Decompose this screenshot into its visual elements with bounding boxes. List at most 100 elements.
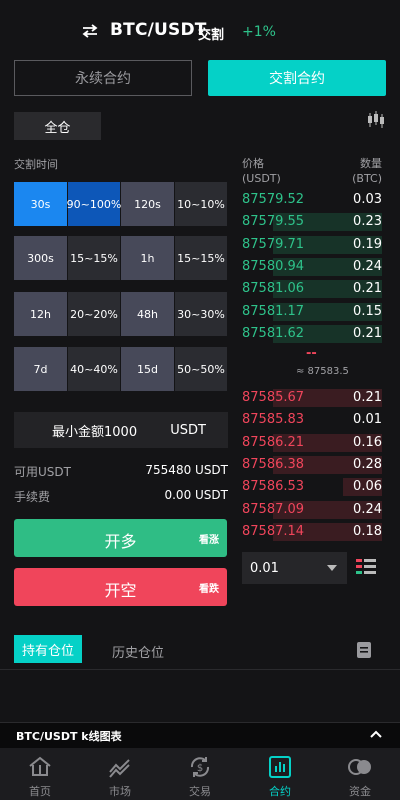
order-price: 87581.17 — [242, 303, 305, 319]
bid-row[interactable]: 87581.06 0.21 — [242, 280, 382, 299]
depth-bar — [272, 455, 382, 474]
bid-row[interactable]: 87581.62 0.21 — [242, 324, 382, 343]
order-price: 87579.52 — [242, 192, 305, 207]
depth-bar — [272, 213, 382, 232]
profit-range-option[interactable]: 15~15% — [68, 236, 120, 280]
kline-chart-label: BTC/USDT k线图表 — [16, 730, 122, 743]
delivery-contract-button[interactable]: 交割合约 — [208, 60, 386, 96]
order-price: 87581.62 — [242, 325, 305, 341]
ask-row[interactable]: 87585.83 0.01 — [242, 411, 382, 429]
chart-line-icon — [109, 759, 130, 778]
price-header: 价格 — [242, 157, 264, 170]
order-price: 87579.71 — [242, 236, 305, 252]
open-long-button[interactable]: 开多 看涨 — [14, 519, 227, 557]
order-qty: 0.21 — [353, 390, 382, 405]
ask-row[interactable]: 87586.21 0.16 — [242, 433, 382, 452]
order-qty: 0.28 — [353, 456, 382, 472]
delivery-time-option[interactable]: 7d — [14, 347, 67, 391]
depth-bar — [272, 389, 382, 407]
order-qty: 0.24 — [353, 501, 382, 517]
bid-row[interactable]: 87580.94 0.24 — [242, 257, 382, 276]
profit-range-option[interactable]: 90~100% — [67, 182, 121, 226]
delivery-time-option[interactable]: 12h — [14, 292, 67, 336]
nav-home-label: 首页 — [29, 785, 51, 798]
order-price: 87585.83 — [242, 412, 305, 428]
delivery-time-option[interactable]: 30s — [14, 182, 67, 226]
delivery-time-option[interactable]: 15d — [121, 347, 174, 391]
depth-bar — [272, 302, 382, 321]
candlestick-icon[interactable] — [366, 110, 386, 130]
nav-assets-label: 资金 — [349, 785, 371, 798]
tab-positions[interactable]: 持有仓位 — [14, 635, 82, 663]
delivery-time-option[interactable]: 120s — [121, 182, 174, 226]
order-qty: 0.15 — [353, 303, 382, 319]
chevron-up-icon[interactable] — [370, 729, 382, 739]
nav-assets[interactable]: 资金 — [320, 748, 400, 800]
orderbook-qty-header: 数量 (BTC) — [352, 156, 382, 186]
qty-header: 数量 — [360, 157, 382, 170]
delivery-time-option[interactable]: 1h — [121, 236, 174, 280]
order-price: 87585.67 — [242, 390, 305, 405]
bid-row[interactable]: 87581.17 0.15 — [242, 302, 382, 321]
long-hint: 看涨 — [199, 535, 219, 546]
swap-arrows-icon[interactable] — [82, 24, 98, 38]
depth-precision-value: 0.01 — [250, 560, 279, 576]
profit-range-option[interactable]: 10~10% — [175, 182, 227, 226]
min-amount-unit: USDT — [170, 422, 206, 438]
perpetual-contract-button[interactable]: 永续合约 — [14, 60, 192, 96]
bid-row[interactable]: 87579.71 0.19 — [242, 235, 382, 254]
order-qty: 0.16 — [353, 434, 382, 450]
orderbook-layout-icon[interactable] — [356, 558, 376, 576]
delivery-time-label: 交割时间 — [14, 158, 58, 171]
chevron-down-icon — [327, 565, 337, 571]
contract-icon — [269, 756, 291, 778]
depth-bar — [272, 433, 382, 452]
delivery-time-option[interactable]: 300s — [14, 236, 67, 280]
profit-range-option[interactable]: 50~50% — [175, 347, 227, 391]
profit-range-option[interactable]: 30~30% — [175, 292, 227, 336]
nav-contract[interactable]: 合约 — [240, 748, 320, 800]
bid-row[interactable]: 87579.52 0.03 — [242, 191, 382, 209]
bid-row[interactable]: 87579.55 0.23 — [242, 213, 382, 232]
profit-range-option[interactable]: 20~20% — [68, 292, 120, 336]
profit-range-option[interactable]: 40~40% — [68, 347, 120, 391]
order-qty: 0.19 — [353, 236, 382, 252]
tab-history[interactable]: 历史仓位 — [112, 646, 165, 661]
nav-trade-label: 交易 — [189, 785, 211, 798]
depth-precision-select[interactable]: 0.01 — [242, 552, 347, 584]
order-price: 87587.14 — [242, 523, 305, 539]
ask-row[interactable]: 87587.14 0.18 — [242, 522, 382, 541]
order-qty: 0.21 — [353, 281, 382, 297]
depth-bar — [272, 257, 382, 276]
depth-bar — [272, 235, 382, 254]
short-hint: 看跌 — [199, 584, 219, 595]
document-icon[interactable] — [357, 642, 371, 658]
open-short-button[interactable]: 开空 看跌 — [14, 568, 227, 606]
nav-market[interactable]: 市场 — [80, 748, 160, 800]
bottom-nav: 首页 市场 $ 交易 合约 资金 — [0, 748, 400, 800]
qty-unit: (BTC) — [352, 172, 382, 185]
order-qty: 0.03 — [353, 192, 382, 207]
cross-margin-button[interactable]: 全仓 — [14, 112, 101, 140]
ask-row[interactable]: 87587.09 0.24 — [242, 500, 382, 519]
ask-row[interactable]: 87586.53 0.06 — [242, 478, 382, 497]
header: BTC/USDT 交割 +1% — [0, 0, 400, 60]
delivery-time-option[interactable]: 48h — [121, 292, 174, 336]
profit-range-option[interactable]: 15~15% — [175, 236, 227, 280]
available-value: 755480 USDT — [145, 463, 228, 477]
order-qty: 0.06 — [353, 479, 382, 495]
ask-row[interactable]: 87586.38 0.28 — [242, 455, 382, 474]
ask-row[interactable]: 87585.67 0.21 — [242, 389, 382, 407]
pair-title[interactable]: BTC/USDT — [110, 20, 207, 40]
depth-bar — [272, 280, 382, 299]
contract-type-tag: 交割 — [198, 28, 225, 43]
depth-bar — [272, 522, 382, 541]
min-amount-box[interactable]: 最小金额1000 USDT — [14, 412, 228, 448]
nav-market-label: 市场 — [109, 785, 131, 798]
price-unit: (USDT) — [242, 172, 281, 185]
nav-trade[interactable]: $ 交易 — [160, 748, 240, 800]
kline-chart-bar[interactable]: BTC/USDT k线图表 — [0, 722, 400, 748]
nav-contract-label: 合约 — [269, 785, 291, 798]
svg-text:$: $ — [197, 763, 203, 774]
nav-home[interactable]: 首页 — [0, 748, 80, 800]
